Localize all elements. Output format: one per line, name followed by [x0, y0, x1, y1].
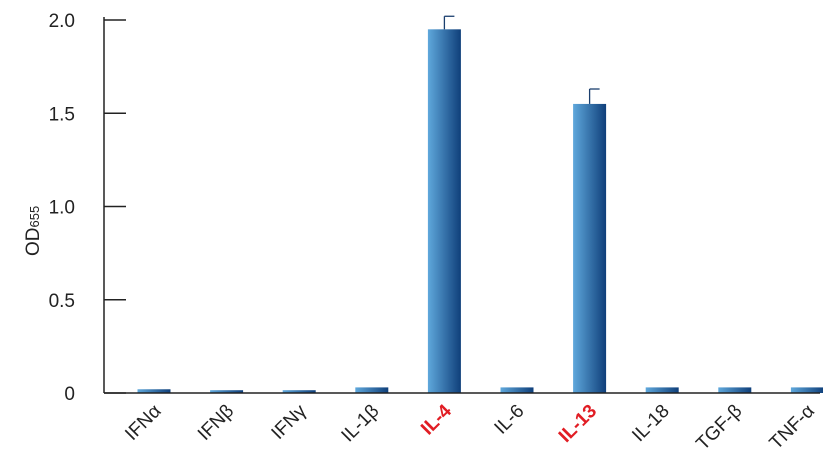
- bar-TGF-β: [718, 387, 752, 393]
- x-tick-label: IL-4: [417, 400, 456, 439]
- bar-IFNβ: [210, 390, 244, 393]
- x-tick-label: IL-18: [628, 401, 673, 446]
- bar-IL-13: [573, 103, 607, 394]
- y-tick-label: 0.5: [49, 291, 75, 312]
- x-tick-label: IL-1β: [338, 401, 384, 447]
- y-tick-label: 0: [64, 384, 75, 405]
- y-tick-label: 2.0: [49, 11, 75, 32]
- y-axis-title-main: OD: [23, 228, 44, 257]
- x-tick-label: TNF-α: [766, 401, 819, 454]
- bar-IL-6: [500, 387, 534, 393]
- y-tick-label: 1.5: [49, 104, 75, 125]
- x-tick-label: IFNβ: [194, 401, 238, 445]
- svg-text:OD655: OD655: [23, 206, 44, 256]
- x-axis: IFNα IFNβ IFNγ IL-1β IL-4 IL-6 IL-13 IL-18 TGF-β…: [104, 392, 820, 455]
- bar-IL-4: [427, 29, 461, 393]
- x-tick-label: IFNγ: [268, 400, 312, 444]
- bar-IL-1β: [355, 387, 389, 393]
- x-tick-label: TGF-β: [692, 401, 746, 455]
- x-tick-label: IFNα: [121, 401, 165, 445]
- y-axis-title: OD655: [23, 206, 44, 256]
- bar-IFNγ: [282, 390, 316, 393]
- bar-TNF-α: [790, 387, 823, 393]
- y-axis-title-subscript: 655: [27, 206, 42, 228]
- x-tick-label: IL-13: [555, 401, 601, 447]
- bar-IL-18: [645, 387, 679, 393]
- y-tick-label: 1.0: [49, 198, 75, 219]
- bars-group: [137, 15, 823, 394]
- x-tick-label: IL-6: [491, 401, 529, 439]
- y-axis: 0 0.5 1.0 1.5 2.0: [49, 11, 126, 405]
- bar-IFNα: [137, 389, 171, 393]
